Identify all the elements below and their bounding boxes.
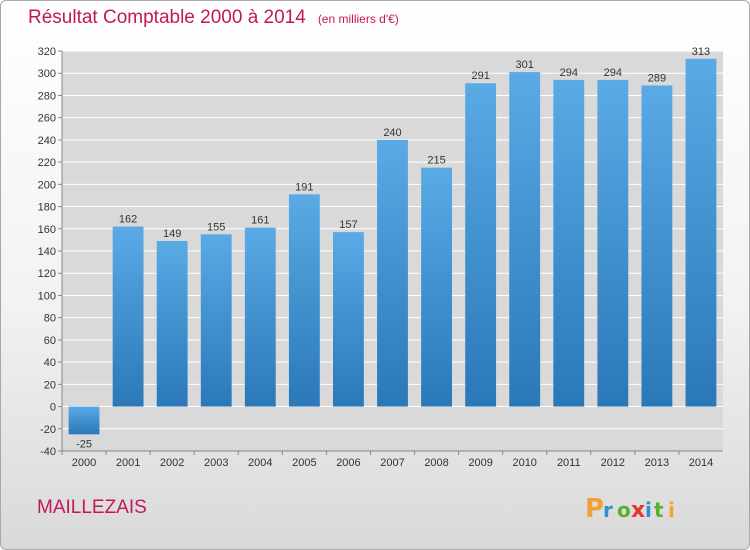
bar-value-label: 301 xyxy=(516,59,534,71)
bar-value-label: 155 xyxy=(207,221,225,233)
logo-letter: t xyxy=(654,498,664,522)
y-tick-label: 140 xyxy=(38,246,56,258)
x-tick-label: 2012 xyxy=(601,457,625,469)
bar-value-label: 157 xyxy=(339,219,357,231)
bar-value-label: 149 xyxy=(163,228,181,240)
bar-value-label: 294 xyxy=(604,67,622,79)
y-tick-label: 120 xyxy=(38,268,56,280)
x-tick-label: 2003 xyxy=(204,457,228,469)
y-tick-label: -20 xyxy=(40,424,56,436)
logo-letter: i xyxy=(645,498,652,522)
bar-value-label: 161 xyxy=(251,215,269,227)
bar xyxy=(509,72,541,407)
x-tick-label: 2011 xyxy=(557,457,581,469)
bar xyxy=(553,79,585,407)
x-tick-label: 2009 xyxy=(468,457,492,469)
bar xyxy=(421,167,452,407)
x-tick-label: 2010 xyxy=(512,457,536,469)
title-row: Résultat Comptable 2000 à 2014 (en milli… xyxy=(28,7,399,29)
bar-value-label: 240 xyxy=(383,127,401,139)
bar-value-label: 162 xyxy=(119,214,137,226)
y-tick-label: 20 xyxy=(44,379,56,391)
city-name: MAILLEZAIS xyxy=(37,497,147,518)
bar xyxy=(200,234,232,407)
x-tick-label: 2004 xyxy=(248,457,272,469)
y-tick-label: 240 xyxy=(38,135,56,147)
y-tick-label: 100 xyxy=(38,290,56,302)
x-tick-label: 2008 xyxy=(424,457,448,469)
y-tick-label: 300 xyxy=(38,68,56,80)
bar xyxy=(68,406,100,435)
logo-letter: P xyxy=(585,494,604,524)
bar-value-label: 191 xyxy=(295,181,313,193)
y-tick-label: 160 xyxy=(38,224,56,236)
x-tick-label: 2001 xyxy=(116,457,140,469)
bar-value-label: 289 xyxy=(648,72,666,84)
y-tick-label: 280 xyxy=(38,90,56,102)
x-tick-label: 2013 xyxy=(645,457,669,469)
y-tick-label: 60 xyxy=(44,335,56,347)
x-tick-label: 2007 xyxy=(380,457,404,469)
logo-letter: r xyxy=(603,498,613,522)
x-tick-label: 2005 xyxy=(292,457,316,469)
bar xyxy=(333,232,364,407)
bar xyxy=(244,227,276,407)
bar xyxy=(288,194,320,407)
bar xyxy=(112,226,144,407)
logo-letter: i xyxy=(668,498,675,522)
bar-value-label: 291 xyxy=(471,70,489,82)
logo-letter: o xyxy=(617,498,631,522)
y-tick-label: 80 xyxy=(44,313,56,325)
y-tick-label: 0 xyxy=(50,402,56,414)
bar-value-label: 313 xyxy=(692,46,710,58)
y-tick-label: 200 xyxy=(38,179,56,191)
y-tick-label: 220 xyxy=(38,157,56,169)
y-tick-label: 320 xyxy=(38,46,56,58)
plot-area: -40 -20 0 20 40 60 80 100 120 140 160 180 200 220 240 2… xyxy=(38,46,723,469)
bar-value-label: -25 xyxy=(76,438,92,450)
bar xyxy=(641,85,673,407)
x-tick-label: 2014 xyxy=(689,457,713,469)
bar xyxy=(377,139,408,407)
bar-value-label: 215 xyxy=(427,155,445,167)
bar xyxy=(597,79,629,407)
proxiti-logo: Pr o x i t i xyxy=(585,494,675,524)
x-tick-label: 2002 xyxy=(160,457,184,469)
y-tick-label: -40 xyxy=(40,446,56,458)
bar xyxy=(156,241,188,407)
chart-title: Résultat Comptable 2000 à 2014 xyxy=(28,7,306,28)
bar-value-label: 294 xyxy=(560,67,578,79)
x-tick-label: 2006 xyxy=(336,457,360,469)
y-tick-label: 40 xyxy=(44,357,56,369)
y-tick-label: 260 xyxy=(38,113,56,125)
logo-letter: x xyxy=(631,498,645,523)
bar xyxy=(685,58,717,407)
bar xyxy=(465,83,497,407)
x-tick-label: 2000 xyxy=(72,457,96,469)
chart-unit: (en milliers d'€) xyxy=(317,12,399,26)
y-tick-label: 180 xyxy=(38,202,56,214)
